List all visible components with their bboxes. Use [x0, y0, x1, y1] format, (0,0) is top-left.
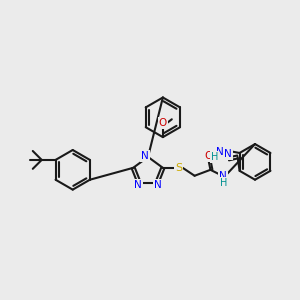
- Text: N: N: [224, 149, 232, 159]
- Text: S: S: [175, 163, 182, 173]
- Text: O: O: [159, 118, 167, 128]
- Text: H: H: [220, 178, 227, 188]
- Text: O: O: [204, 151, 213, 161]
- Text: N: N: [216, 147, 224, 157]
- Text: N: N: [219, 171, 227, 181]
- Text: N: N: [154, 180, 162, 190]
- Text: N: N: [141, 151, 149, 161]
- Text: N: N: [134, 180, 142, 190]
- Text: H: H: [211, 152, 218, 162]
